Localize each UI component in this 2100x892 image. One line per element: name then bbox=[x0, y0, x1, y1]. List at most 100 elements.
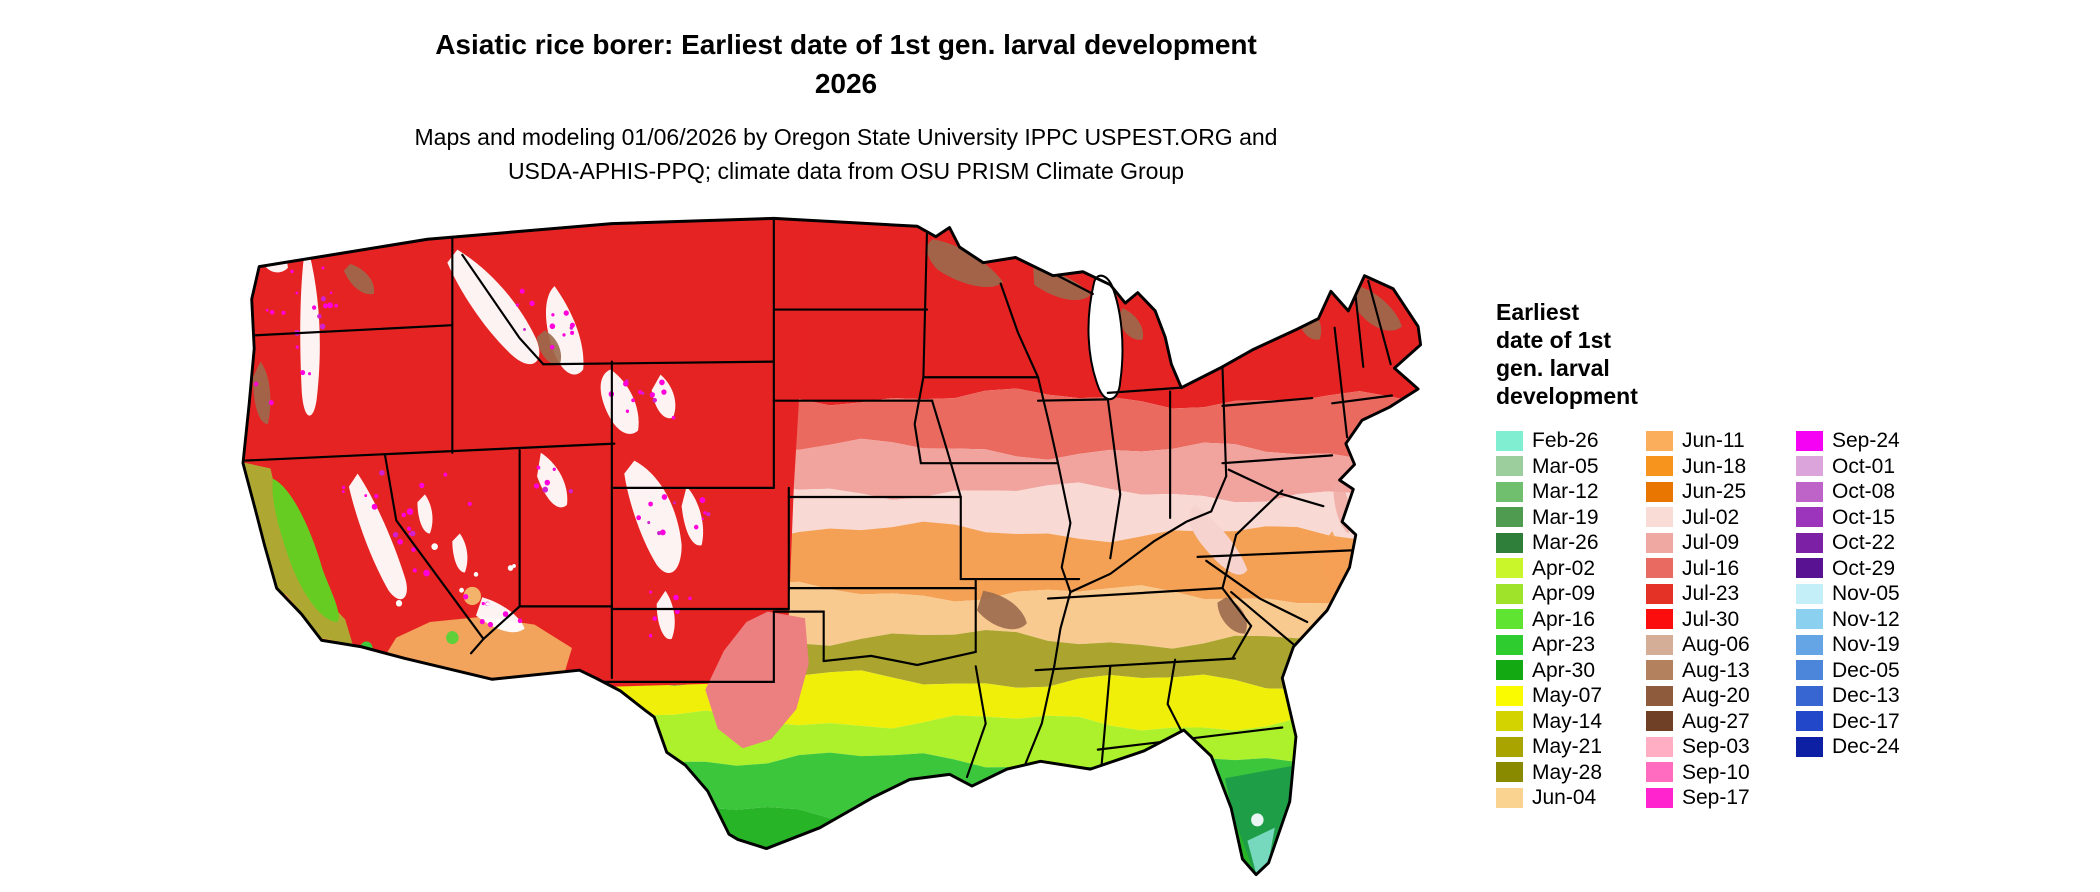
speckle-dot bbox=[507, 565, 514, 571]
legend-swatch bbox=[1496, 609, 1523, 630]
legend-label: Oct-29 bbox=[1832, 556, 1896, 580]
speckle-dot bbox=[409, 530, 416, 537]
legend-label: Oct-22 bbox=[1832, 531, 1896, 555]
speckle-dot bbox=[443, 472, 448, 477]
legend-row: Sep-10 bbox=[1646, 760, 1796, 786]
speckle-dot bbox=[549, 344, 555, 350]
legend-row: Jun-25 bbox=[1646, 479, 1796, 505]
legend-swatch bbox=[1496, 481, 1523, 502]
legend-swatch bbox=[1646, 762, 1673, 783]
legend-swatch bbox=[1646, 711, 1673, 732]
legend-row: Apr-30 bbox=[1496, 658, 1646, 684]
legend-label: Oct-08 bbox=[1832, 480, 1896, 504]
speckle-dot bbox=[319, 323, 326, 330]
speckle-dot bbox=[657, 531, 662, 536]
speckle-dot bbox=[544, 479, 551, 486]
speckle-dot bbox=[419, 482, 425, 489]
legend-row: Nov-05 bbox=[1796, 581, 1900, 607]
legend-row: Aug-20 bbox=[1646, 683, 1796, 709]
speckle-dot bbox=[320, 296, 326, 302]
legend-column: Feb-26 Mar-05 Mar-12 Mar-19 Mar-26 Apr-02 Apr-… bbox=[1496, 428, 1646, 811]
speckle-dot bbox=[467, 501, 472, 507]
speckle-dot bbox=[459, 587, 464, 593]
speckle-dot bbox=[397, 538, 403, 545]
legend-row: Apr-23 bbox=[1496, 632, 1646, 658]
speckle-dot bbox=[569, 322, 575, 328]
legend-label: Jun-11 bbox=[1682, 429, 1745, 453]
speckle-dot bbox=[502, 611, 509, 617]
legend-label: Jun-18 bbox=[1682, 454, 1747, 478]
legend-row: Nov-12 bbox=[1796, 607, 1900, 633]
appalachian-light-streak bbox=[1189, 504, 1248, 575]
legend-row: Dec-05 bbox=[1796, 658, 1900, 684]
speckle-dot bbox=[542, 486, 549, 493]
legend-label: Mar-26 bbox=[1532, 531, 1599, 555]
speckle-dot bbox=[295, 345, 299, 349]
legend-swatch bbox=[1646, 736, 1673, 757]
legend-row: Jun-18 bbox=[1646, 454, 1796, 480]
speckle-dot bbox=[649, 590, 653, 594]
legend-row: Oct-08 bbox=[1796, 479, 1900, 505]
speckle-dot bbox=[641, 391, 645, 395]
speckle-dot bbox=[659, 529, 666, 536]
legend-row: Dec-17 bbox=[1796, 709, 1900, 735]
speckle-dot bbox=[519, 288, 525, 294]
legend-swatch bbox=[1646, 660, 1673, 681]
phoenix-green bbox=[446, 631, 459, 645]
legend-label: Dec-17 bbox=[1832, 709, 1900, 733]
legend-swatch bbox=[1496, 736, 1523, 757]
legend-swatch bbox=[1496, 762, 1523, 783]
us-map bbox=[241, 216, 1423, 877]
legend-label: Feb-26 bbox=[1532, 429, 1599, 453]
legend-row: Oct-22 bbox=[1796, 530, 1900, 556]
speckle-dot bbox=[406, 526, 412, 532]
legend-swatch bbox=[1796, 711, 1823, 732]
speckle-dot bbox=[334, 303, 339, 308]
legend-label: Nov-12 bbox=[1832, 607, 1900, 631]
speckle-dot bbox=[329, 291, 333, 295]
legend-label: Jul-30 bbox=[1682, 607, 1740, 631]
legend-label: Sep-17 bbox=[1682, 786, 1750, 810]
legend-label: Dec-05 bbox=[1832, 658, 1900, 682]
map-figure bbox=[238, 208, 1453, 885]
speckle-dot bbox=[693, 524, 699, 530]
legend-row: Dec-24 bbox=[1796, 734, 1900, 760]
speckle-dot bbox=[638, 390, 643, 395]
speckle-dot bbox=[570, 330, 575, 335]
legend-title: Earliest date of 1st gen. larval develop… bbox=[1496, 299, 1638, 409]
speckle-dot bbox=[647, 520, 651, 525]
speckle-dot bbox=[312, 305, 317, 310]
speckle-dot bbox=[568, 488, 573, 494]
speckle-dot bbox=[652, 397, 657, 403]
speckle-dot bbox=[290, 269, 294, 274]
legend-row: Feb-26 bbox=[1496, 428, 1646, 454]
legend-swatch bbox=[1796, 430, 1823, 451]
speckle-dot bbox=[671, 415, 676, 420]
legend-row: Nov-19 bbox=[1796, 632, 1900, 658]
legend-row: Jun-04 bbox=[1496, 785, 1646, 811]
speckle-dot bbox=[517, 618, 523, 624]
speckle-dot bbox=[269, 309, 275, 315]
legend-swatch bbox=[1646, 456, 1673, 477]
central-valley-green bbox=[272, 478, 339, 623]
speckle-dot bbox=[317, 313, 322, 319]
speckle-dot bbox=[485, 602, 490, 606]
legend-label: Jul-09 bbox=[1682, 531, 1740, 555]
speckle-dot bbox=[523, 328, 526, 331]
speckle-dot bbox=[265, 308, 269, 312]
legend-swatch bbox=[1496, 685, 1523, 706]
legend-row: Sep-17 bbox=[1646, 785, 1796, 811]
legend-swatch bbox=[1646, 558, 1673, 579]
speckle-dot bbox=[512, 563, 516, 568]
legend-row: Jul-23 bbox=[1646, 581, 1796, 607]
speckle-dot bbox=[515, 303, 519, 307]
legend-row: Jun-11 bbox=[1646, 428, 1796, 454]
legend-swatch bbox=[1646, 787, 1673, 808]
speckle-dot bbox=[281, 310, 286, 315]
legend-swatch bbox=[1796, 507, 1823, 528]
speckle-dot bbox=[379, 469, 385, 476]
state-borders bbox=[244, 218, 1393, 779]
legend-label: Jul-16 bbox=[1682, 556, 1740, 580]
speckle-dot bbox=[423, 569, 430, 577]
